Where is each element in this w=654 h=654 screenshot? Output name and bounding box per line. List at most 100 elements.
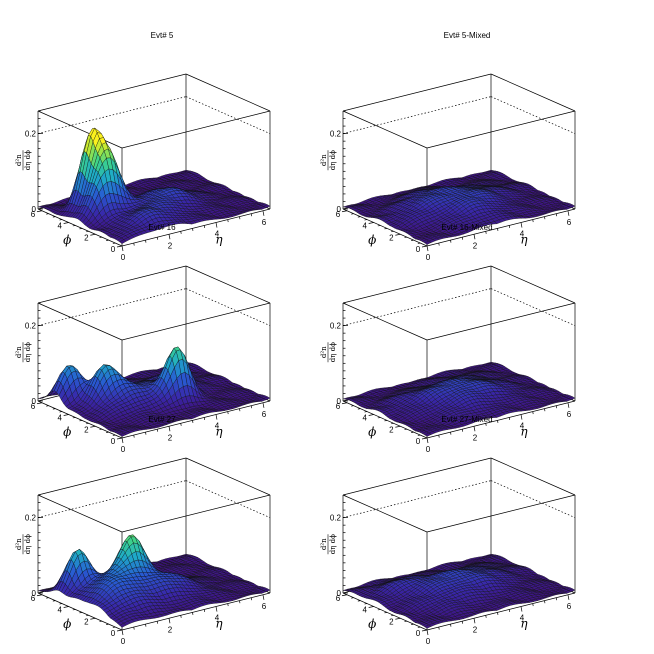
x-tick-mark	[168, 234, 171, 240]
z-axis-title-denominator: dη dϕ	[329, 150, 337, 170]
y-tick-mark	[90, 425, 96, 428]
y-tick-label: 4	[362, 222, 367, 231]
x-tick-label: 2	[168, 241, 173, 250]
x-tick-mark	[121, 245, 124, 252]
y-tick-mark	[63, 222, 69, 224]
z-axis-title-numerator: d²n	[15, 346, 23, 358]
z-gridline	[185, 96, 271, 134]
y-minor-tick	[46, 213, 49, 215]
x-minor-tick	[497, 228, 499, 231]
y-minor-tick	[364, 219, 368, 221]
x-tick-mark	[567, 210, 570, 216]
y-axis-title: ϕ	[63, 233, 71, 247]
y-tick-label: 2	[389, 233, 394, 242]
y-minor-tick	[86, 422, 89, 425]
z-gridline	[185, 288, 271, 326]
x-tick-mark	[121, 437, 124, 444]
box-edge	[342, 73, 492, 112]
y-tick-label: 4	[57, 414, 62, 423]
z-axis-title: d²n dη dϕ	[15, 342, 32, 362]
surface	[342, 361, 576, 437]
y-tick-mark	[116, 245, 123, 248]
x-minor-tick	[192, 228, 194, 231]
x-minor-tick	[203, 417, 206, 421]
x-minor-tick	[180, 231, 182, 234]
x-tick-label: 6	[567, 218, 572, 227]
y-minor-tick	[99, 236, 103, 239]
x-tick-label: 6	[262, 218, 267, 227]
y-minor-tick	[79, 420, 83, 422]
y-minor-tick	[411, 239, 414, 241]
y-tick-mark	[90, 233, 96, 236]
surface	[37, 127, 271, 244]
box-edge	[37, 73, 187, 112]
x-tick-label: 0	[426, 253, 431, 262]
z-gridline	[37, 96, 187, 134]
z-tick-label: 0	[337, 205, 342, 214]
box-edge	[490, 73, 576, 112]
x-minor-tick	[250, 213, 253, 217]
y-minor-tick	[391, 230, 394, 233]
y-minor-tick	[52, 408, 56, 410]
panel-title: Evt# 5-Mixed	[444, 31, 491, 40]
panel-title: Evt# 16	[148, 223, 176, 232]
x-minor-tick	[156, 429, 159, 432]
box-edge	[426, 110, 576, 149]
x-minor-tick	[508, 225, 511, 229]
box-edge	[342, 110, 428, 149]
y-minor-tick	[112, 242, 116, 244]
z-axis-title-denominator: dη dϕ	[24, 342, 32, 362]
y-minor-tick	[52, 216, 56, 218]
panel-title: Evt# 5	[151, 31, 174, 40]
z-axis-title: d²n dη dϕ	[15, 150, 32, 170]
z-gridline	[342, 288, 492, 326]
y-tick-mark	[36, 402, 43, 405]
x-minor-tick	[532, 219, 534, 223]
x-axis-title: η	[215, 233, 223, 247]
y-tick-mark	[421, 245, 428, 248]
y-minor-tick	[404, 236, 408, 239]
z-gridline	[490, 96, 576, 134]
x-minor-tick	[544, 216, 546, 220]
y-tick-label: 0	[416, 245, 421, 254]
y-tick-mark	[116, 437, 123, 440]
box-edge	[37, 265, 187, 304]
z-axis-title-numerator: d²n	[15, 154, 23, 166]
x-tick-mark	[520, 222, 523, 228]
y-minor-tick	[112, 434, 116, 436]
y-minor-tick	[99, 428, 103, 431]
x-minor-tick	[133, 242, 135, 246]
y-tick-mark	[36, 210, 43, 213]
z-tick-label: 0.2	[25, 322, 37, 331]
y-tick-label: 0	[111, 245, 116, 254]
y-axis-title: ϕ	[63, 425, 71, 439]
y-minor-tick	[59, 411, 63, 413]
y-tick-mark	[341, 210, 348, 213]
x-axis-title: η	[215, 425, 223, 439]
y-minor-tick	[357, 216, 361, 218]
y-minor-tick	[106, 431, 109, 433]
z-tick-label: 0	[32, 397, 37, 406]
y-minor-tick	[59, 219, 63, 221]
y-minor-tick	[86, 230, 89, 233]
x-minor-tick	[239, 216, 241, 220]
box-edge	[426, 302, 576, 341]
y-minor-tick	[72, 417, 76, 419]
y-minor-tick	[46, 405, 49, 407]
x-axis-title: η	[520, 233, 528, 247]
y-minor-tick	[417, 242, 421, 244]
y-minor-tick	[351, 213, 354, 215]
x-minor-tick	[555, 213, 558, 217]
z-gridline	[342, 96, 492, 134]
z-gridline	[37, 288, 187, 326]
x-tick-mark	[262, 210, 265, 216]
box-edge	[121, 302, 271, 341]
x-minor-tick	[203, 225, 206, 229]
x-tick-label: 2	[168, 433, 173, 442]
y-tick-label: 2	[84, 425, 89, 434]
box-edge	[37, 302, 123, 341]
x-minor-tick	[461, 237, 464, 240]
x-tick-mark	[426, 245, 429, 252]
